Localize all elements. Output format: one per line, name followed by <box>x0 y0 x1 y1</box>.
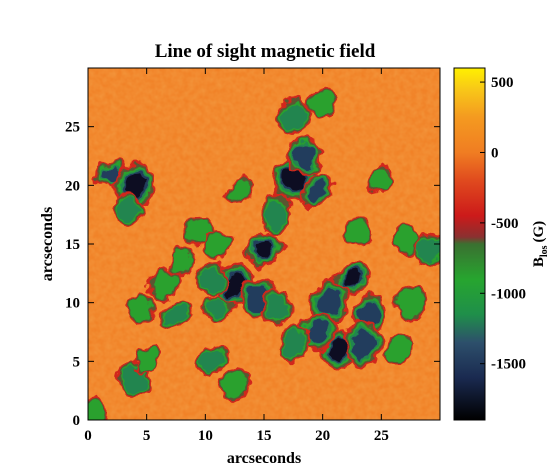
field-contour <box>200 267 223 292</box>
colorbar-tick-label: 0 <box>491 145 499 161</box>
colorbar-tick-label: 500 <box>491 75 514 91</box>
colorbar-label-subscript: los <box>539 245 550 257</box>
y-tick-label: 5 <box>73 354 81 370</box>
field-region <box>297 313 336 351</box>
field-contour <box>306 181 327 202</box>
field-contour <box>129 295 153 322</box>
field-region <box>199 296 235 321</box>
field-region <box>243 233 285 267</box>
x-axis: 0 5 10 15 20 25 <box>84 68 389 444</box>
x-tick-label: 5 <box>143 428 151 444</box>
x-tick-label: 25 <box>374 428 389 444</box>
field-region <box>126 292 156 325</box>
colorbar-tick-label: -1000 <box>491 286 526 302</box>
field-contour <box>206 231 228 257</box>
field-contour <box>151 271 178 299</box>
field-region <box>308 281 349 324</box>
colorbar-label-unit: (G) <box>531 221 547 243</box>
field-region <box>113 192 145 226</box>
colorbar-frame <box>453 67 486 421</box>
y-tick-label: 10 <box>65 296 80 312</box>
field-contour <box>229 181 252 201</box>
field-contour <box>393 226 416 251</box>
field-contour <box>171 249 193 274</box>
field-contour <box>305 321 328 343</box>
field-contour <box>359 303 381 326</box>
field-region <box>258 194 294 235</box>
field-contour <box>316 290 341 316</box>
field-contour <box>136 349 158 374</box>
colorbar-gradient <box>454 68 485 420</box>
field-contour <box>164 305 188 323</box>
field-region <box>299 174 335 209</box>
field-contour <box>118 197 140 221</box>
field-contour <box>310 90 335 116</box>
colorbar-tick-label: -500 <box>491 216 519 232</box>
y-tick-label: 25 <box>65 120 80 136</box>
field-region <box>203 228 231 260</box>
x-tick-label: 0 <box>84 428 92 444</box>
y-tick-label: 0 <box>73 413 81 429</box>
field-regions <box>88 87 440 420</box>
field-region <box>259 290 293 327</box>
field-contour <box>398 288 424 317</box>
field-contour <box>345 219 371 245</box>
field-contour <box>88 399 107 420</box>
field-region <box>195 346 227 377</box>
heatmap-plot <box>87 67 441 421</box>
y-tick-label: 15 <box>65 237 80 253</box>
field-region <box>344 321 384 367</box>
field-contour <box>205 300 229 318</box>
x-tick-label: 10 <box>198 428 213 444</box>
field-region <box>331 261 373 297</box>
x-tick-label: 20 <box>315 428 330 444</box>
field-contour <box>221 370 248 399</box>
x-axis-label: arcseconds <box>227 450 301 467</box>
y-axis-label: arcseconds <box>39 207 56 281</box>
field-contour <box>388 337 409 362</box>
field-contour <box>263 200 288 229</box>
field-contour <box>254 242 274 258</box>
field-region <box>113 164 157 207</box>
field-region <box>218 367 251 403</box>
field-contour <box>281 101 306 129</box>
field-contour <box>200 350 223 372</box>
field-region <box>307 87 339 120</box>
field-contour <box>264 296 287 322</box>
colorbar-ticks: 500 0 -500 -1000 -1500 <box>480 75 526 373</box>
colorbar-label: Blos (G) <box>531 221 550 267</box>
field-region <box>277 325 309 362</box>
field-region <box>341 216 374 249</box>
colorbar-label-main: B <box>531 257 547 267</box>
field-region <box>275 95 311 135</box>
field-region <box>386 334 412 365</box>
field-region <box>147 268 181 302</box>
y-tick-label: 20 <box>65 178 80 194</box>
field-region <box>226 179 255 204</box>
x-tick-label: 15 <box>257 428 272 444</box>
field-region <box>286 136 324 176</box>
field-region <box>195 261 228 297</box>
colorbar: 500 0 -500 -1000 -1500 Blos (G) <box>453 67 550 421</box>
field-region <box>168 246 195 277</box>
field-region <box>88 395 111 420</box>
colorbar-tick-label: -1500 <box>491 357 526 373</box>
field-region <box>390 222 419 254</box>
field-contour <box>370 167 393 192</box>
field-contour <box>342 270 362 288</box>
field-contour <box>124 175 146 196</box>
chart-title: Line of sight magnetic field <box>155 41 376 62</box>
y-axis: 0 5 10 15 20 25 <box>65 120 440 429</box>
field-region <box>367 164 396 195</box>
field-contour <box>294 144 316 168</box>
field-region <box>395 285 427 321</box>
field-region <box>159 302 193 327</box>
field-contour <box>282 331 305 357</box>
field-region <box>133 346 160 377</box>
field-contour <box>352 330 376 357</box>
